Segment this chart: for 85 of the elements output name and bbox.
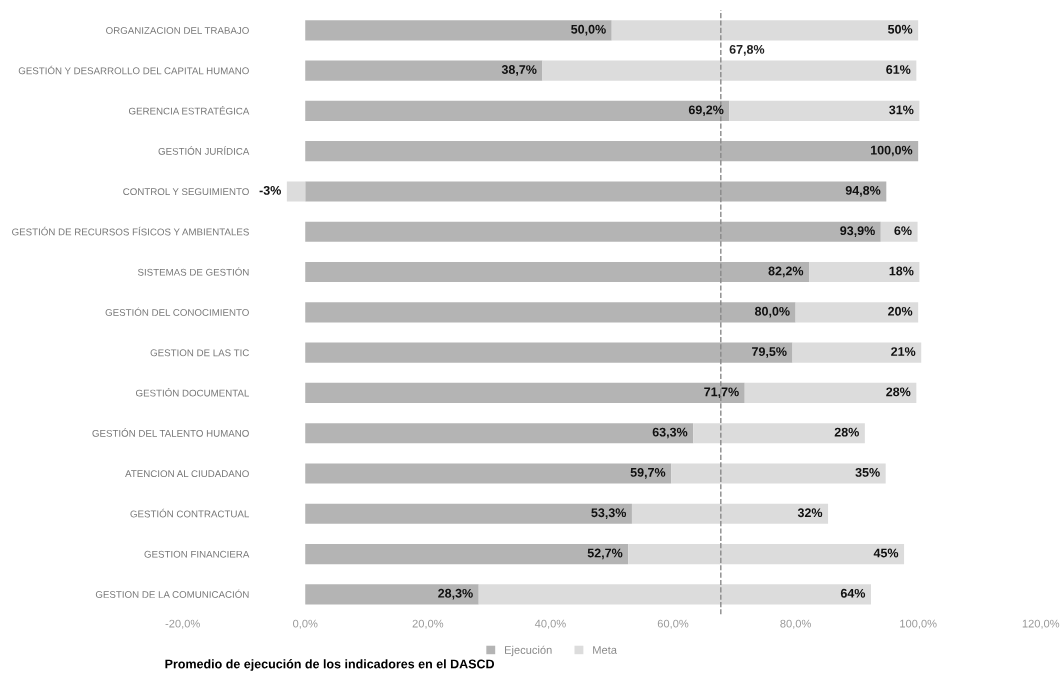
bar [542, 60, 917, 81]
x-tick-label: 20,0% [412, 619, 444, 629]
y-tick-label: GESTIÓN DEL TALENTO HUMANO [92, 428, 249, 437]
data-label: 20% [888, 306, 913, 316]
bar [611, 20, 919, 41]
data-label: 35% [855, 467, 880, 477]
bar [305, 543, 629, 565]
y-tick-label: GESTIÓN JURÍDICA [158, 146, 250, 155]
data-label: 69,2% [688, 105, 724, 117]
bar [631, 503, 829, 524]
bar [478, 584, 871, 605]
ref-line-label: 67,8% [729, 44, 765, 56]
y-tick-label: SISTEMAS DE GESTIÓN [137, 267, 249, 276]
data-label: 21% [891, 347, 916, 356]
bar [305, 20, 612, 41]
text: Promedio de ejecución de los indicadores en el DASCD [165, 659, 495, 671]
legend-label: Meta [593, 646, 617, 654]
bar [693, 423, 865, 444]
legend-label: Ejecución [505, 645, 552, 657]
bar [795, 302, 919, 323]
data-label: 63,3% [652, 427, 688, 439]
data-label: 50% [887, 24, 913, 34]
bar [305, 423, 694, 444]
x-tick-label: 100,0% [900, 619, 937, 629]
data-label: 18% [889, 266, 914, 276]
y-tick-label: GERENCIA ESTRATÉGICA [128, 106, 250, 115]
y-tick-label: ORGANIZACION DEL TRABAJO [106, 27, 249, 34]
bar [305, 463, 672, 484]
y-tick-label: GESTION FINANCIERA [144, 550, 250, 558]
bar [305, 261, 810, 283]
data-label: 93,9% [840, 226, 875, 237]
data-label: 28% [834, 427, 859, 437]
x-tick-label: -20,0% [165, 619, 200, 629]
data-label: 6% [894, 226, 912, 236]
bar [305, 221, 881, 242]
y-tick-label: GESTIÓN CONTRACTUAL [130, 508, 250, 518]
y-tick-label: CONTROL Y SEGUIMIENTO [123, 188, 249, 196]
y-tick-label: GESTIÓN DOCUMENTAL [136, 388, 250, 397]
bar [671, 463, 886, 484]
data-label: 31% [889, 105, 914, 115]
data-label: 80,0% [754, 306, 790, 318]
y-tick-label: GESTION DE LA COMUNICACIÓN [95, 589, 249, 598]
data-label: 71,7% [704, 387, 739, 399]
data-label: 100,0% [871, 145, 913, 157]
data-label: 50,0% [571, 24, 606, 36]
bar [792, 342, 922, 363]
x-tick-label: 120,0% [1022, 619, 1060, 629]
data-label: 94,8% [845, 185, 881, 197]
x-tick-label: 60,0% [657, 619, 689, 629]
bar [305, 342, 793, 363]
bar [305, 181, 887, 202]
bar [305, 100, 730, 121]
bar [729, 100, 920, 121]
data-label: 82,2% [768, 266, 804, 278]
bar [305, 60, 543, 81]
y-tick-label: GESTIÓN Y DESARROLLO DEL CAPITAL HUMANO [18, 65, 249, 75]
bar [286, 181, 306, 202]
data-label: 52,7% [587, 548, 623, 560]
data-label: 28,3% [438, 588, 473, 600]
data-label: 45% [873, 548, 899, 558]
x-tick-label: 0,0% [293, 619, 318, 629]
x-tick-label: 40,0% [534, 619, 566, 629]
bar [305, 302, 796, 323]
bar [305, 503, 632, 524]
bar [880, 221, 918, 242]
y-tick-label: ATENCION AL CIUDADANO [125, 470, 249, 478]
y-tick-label: GESTIÓN DEL CONOCIMIENTO [105, 307, 249, 316]
data-label: 38,7% [501, 65, 537, 76]
data-label: 28% [886, 387, 911, 397]
data-label: 61% [886, 65, 911, 74]
data-label: 79,5% [752, 347, 787, 358]
y-tick-label: GESTION DE LAS TIC [150, 349, 249, 357]
bar [305, 382, 745, 403]
bar [305, 584, 479, 605]
data-label: 53,3% [591, 508, 627, 519]
bar [305, 141, 919, 162]
bar [809, 261, 920, 283]
bar [628, 543, 905, 565]
bar [744, 382, 917, 403]
data-label: 32% [797, 508, 823, 518]
data-label: 59,7% [630, 467, 666, 479]
y-tick-label: GESTIÓN DE RECURSOS FÍSICOS Y AMBIENTALES [12, 226, 249, 236]
data-label: 64% [840, 588, 866, 598]
x-tick-label: 80,0% [780, 619, 811, 629]
data-label: -3% [259, 185, 281, 195]
